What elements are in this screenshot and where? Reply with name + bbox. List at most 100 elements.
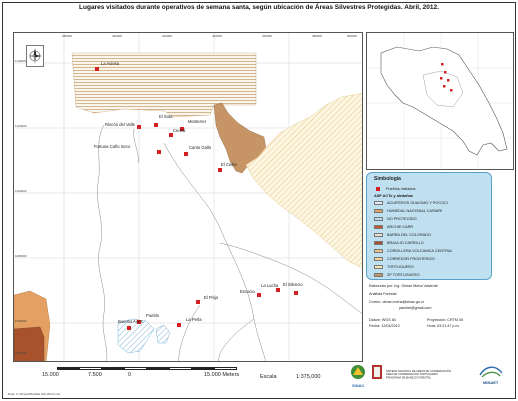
place-la-perla[interactable]: La Perla (177, 317, 202, 327)
rivers (96, 124, 362, 361)
svg-text:La Lucha: La Lucha (261, 283, 279, 288)
svg-text:Canto Gallo: Canto Gallo (189, 145, 212, 150)
svg-text:El Silencio: El Silencio (283, 282, 303, 287)
place-markers: La Aviesa Rincón del Valle El Sota Monte… (94, 61, 303, 330)
area-barra-del-colorado[interactable] (71, 52, 257, 118)
place-cedral[interactable]: Cedral (169, 128, 185, 137)
place-monterrer[interactable]: Monterrer (180, 119, 207, 131)
tick-left: 1040000 (15, 351, 27, 355)
place-el-sota[interactable]: El Sota (154, 114, 173, 127)
legend-item: CORDILLERA VOLCANICA CENTRAL (374, 248, 453, 254)
info-datum: Datum: WGS 84 (369, 318, 396, 322)
svg-text:MINAET: MINAET (483, 380, 499, 385)
scale-bar: 15.000 7.500 0 15.000 Meters Escala 1:37… (20, 367, 340, 395)
swatch-icon (374, 216, 383, 222)
file-path-note: Ruta: C:\Olman\Plantilla GIS 2012.mxd (8, 392, 61, 396)
tick-left: 1140000 (15, 59, 27, 63)
logos: SINAC SISTEMA NACIONAL DE ÁREAS DE CONSE… (350, 363, 518, 391)
legend-item: HUMEDAL NACIONAL CARIARI (374, 208, 442, 214)
legend: Simbología Pueblos visitados ASP ACTo y … (366, 172, 492, 280)
tick-top: 400000 (112, 34, 123, 38)
inset-canvas (367, 33, 513, 169)
minaet-logo-icon: MINAET (479, 366, 503, 385)
scale-label: 0 (128, 372, 132, 378)
place-la-aviesa[interactable]: La Aviesa (95, 61, 120, 71)
svg-text:Pueblo: Pueblo (146, 313, 160, 318)
svg-text:La Aviesa: La Aviesa (101, 61, 120, 66)
place-el-silencio[interactable]: El Silencio (283, 282, 303, 295)
svg-text:Cedral: Cedral (173, 128, 185, 133)
map-info: Elaborado por: Ing. Olman Mena Valverde … (369, 282, 495, 362)
legend-subtitle: ASP ACTo y aledañas (374, 194, 413, 198)
place-el-pinjo[interactable]: El Pinjo (196, 295, 219, 304)
scale-bar-graphic (57, 367, 237, 370)
tick-left: 1080000 (15, 254, 27, 258)
swatch-icon (374, 256, 383, 262)
tick-left: 1060000 (15, 319, 27, 323)
tick-top: 420000 (162, 34, 173, 38)
legend-item: ZP TORTUGUERO (374, 272, 420, 278)
info-time: Hora: 03:21:47 p.m. (427, 324, 460, 328)
svg-text:Fortuna Caño Seco: Fortuna Caño Seco (94, 144, 131, 149)
area-braulio-carrillo[interactable] (14, 326, 45, 362)
red-square-icon (376, 187, 380, 191)
map-title: Lugares visitados durante operativos de … (79, 4, 439, 11)
info-role: Analista Forestal (369, 292, 397, 296)
legend-item: TORTUGUERO (374, 264, 414, 270)
inset-points (440, 63, 453, 92)
area-humedal-cariari[interactable] (117, 318, 155, 354)
swatch-icon (374, 208, 383, 214)
place-pueblo[interactable]: Pueblo (137, 313, 160, 324)
swatch-icon (374, 224, 383, 230)
swatch-icon (374, 200, 383, 206)
info-projection: Proyección: CRTM 05 (427, 318, 463, 322)
sinac-logo-icon: SINAC (351, 365, 365, 388)
tick-left: 1120000 (15, 124, 27, 128)
svg-text:El Pinjo: El Pinjo (204, 295, 219, 300)
tick-left: 1100000 (15, 189, 27, 193)
place-el-ceibo[interactable]: El Ceibo (218, 162, 237, 172)
legend-item: ACUIFEROS GUACIMO Y POCOCI (374, 200, 448, 206)
legend-item: CORREDOR FRONTERIZO (374, 256, 435, 262)
legend-item: BRAULIO CARRILLO (374, 240, 424, 246)
info-author: Elaborado por: Ing. Olman Mena Valverde (369, 284, 438, 288)
svg-text:Rincón del Valle: Rincón del Valle (105, 122, 136, 127)
info-email: Correo: olman.mena@sinac.go.cr (369, 300, 425, 304)
tick-top: 460000 (262, 34, 273, 38)
swatch-icon (374, 264, 383, 270)
system-text: SISTEMA NACIONAL DE ÁREAS DE CONSERVACIÓ… (386, 368, 452, 379)
place-canto-gallo[interactable]: Canto Gallo (184, 145, 212, 156)
svg-text:El Ceibo: El Ceibo (221, 162, 237, 167)
north-arrow-icon (26, 45, 44, 67)
swatch-icon (374, 272, 383, 278)
main-map[interactable]: La Aviesa Rincón del Valle El Sota Monte… (13, 32, 363, 362)
svg-text:SINAC: SINAC (352, 383, 365, 388)
legend-item: NO PROTEGIDO (374, 216, 417, 222)
info-date: Fecha: 12/04/2012 (369, 324, 400, 328)
scale-ratio: 1:375,000 (296, 374, 321, 380)
scale-label: 15.000 (42, 372, 59, 378)
place-buenos-aires[interactable]: Buenos Aires (118, 319, 143, 330)
tick-top: 500000 (347, 34, 358, 38)
legend-item-points: Pueblos visitados (374, 186, 416, 192)
place-fortuna-cano-seco[interactable]: Fortuna Caño Seco (94, 144, 161, 154)
swatch-icon (374, 232, 383, 238)
scale-caption: Escala (260, 374, 277, 380)
swatch-icon (374, 248, 383, 254)
svg-text:Buenos Aires: Buenos Aires (118, 319, 143, 324)
place-la-lucha[interactable]: La Lucha (261, 283, 280, 292)
scale-label: 15.000 Meters (204, 372, 240, 378)
costa-rica-outline (380, 46, 508, 156)
area-humedal-cariari-2[interactable] (155, 324, 171, 344)
info-email-2: yarchel@gmail.com (399, 306, 432, 310)
place-rincon-del-valle[interactable]: Rincón del Valle (105, 122, 141, 129)
area-tortuguero[interactable] (245, 93, 363, 269)
scale-label: 7.500 (88, 372, 102, 378)
place-escocia[interactable]: Escocia (240, 289, 261, 297)
svg-text:La Perla: La Perla (186, 317, 202, 322)
inset-locator-map[interactable] (366, 32, 514, 170)
svg-text:Escocia: Escocia (240, 289, 255, 294)
swatch-icon (374, 240, 383, 246)
legend-title: Simbología (374, 176, 401, 182)
tick-top: 440000 (212, 34, 223, 38)
